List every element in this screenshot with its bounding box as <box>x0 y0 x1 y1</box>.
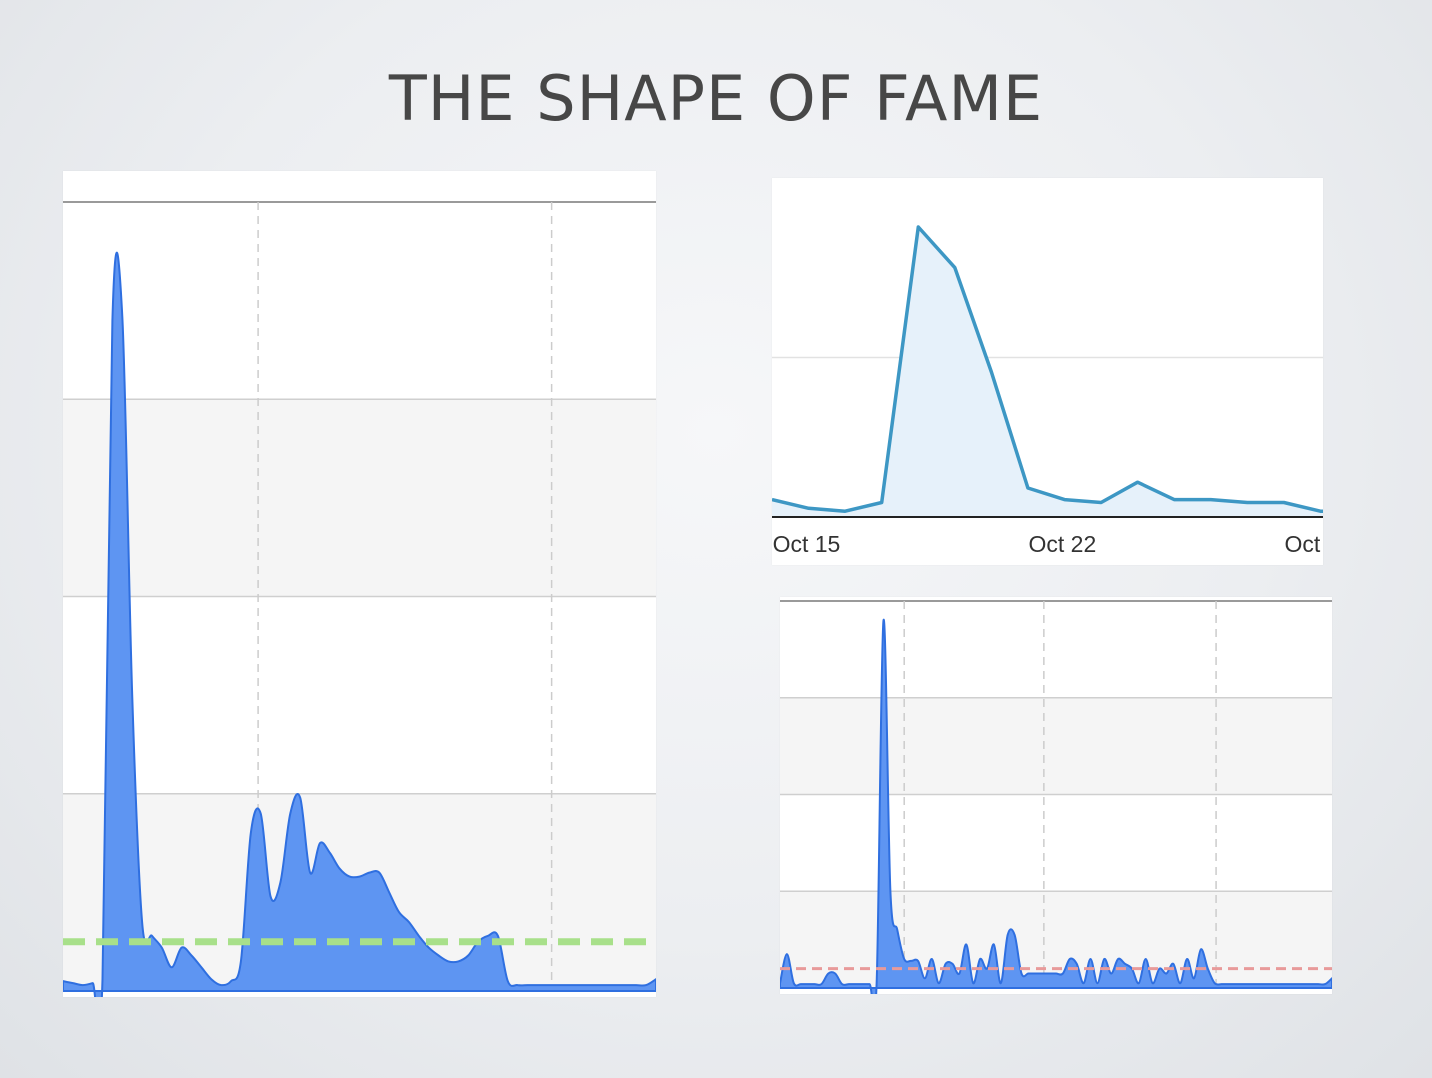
left-chart-area-series <box>63 251 656 997</box>
trends-chart-bottom-right-svg <box>780 600 1332 994</box>
line-chart-series-line <box>772 225 1323 513</box>
trends-chart-bottom-right <box>780 597 1332 994</box>
pageviews-line-chart: Oct 15 Oct 22 Oct 29 <box>772 178 1323 565</box>
line-chart-tick-label: Oct 15 <box>773 531 841 557</box>
left-chart-band <box>63 596 656 794</box>
bottom-chart-band <box>780 891 1332 988</box>
slide-title: THE SHAPE OF FAME <box>388 62 1044 135</box>
line-chart-area-fill <box>772 227 1323 517</box>
left-chart-band <box>63 399 656 597</box>
line-chart-tick-label: Oct 29 <box>1284 531 1323 557</box>
trends-chart-left <box>63 171 656 997</box>
bottom-chart-area-series <box>780 619 1332 994</box>
line-chart-tick-label: Oct 22 <box>1029 531 1097 557</box>
bottom-chart-band <box>780 794 1332 892</box>
left-chart-band <box>63 202 656 400</box>
pageviews-line-chart-svg: Oct 15 Oct 22 Oct 29 <box>772 225 1323 557</box>
trends-chart-left-svg <box>63 201 656 997</box>
bottom-chart-band <box>780 697 1332 795</box>
bottom-chart-band <box>780 601 1332 698</box>
